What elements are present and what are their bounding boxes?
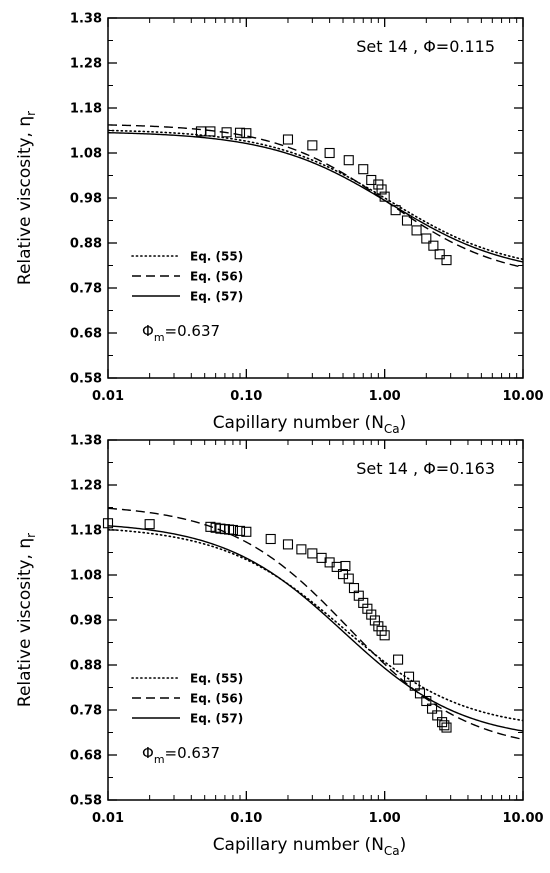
y-tick-label: 0.98 [70, 192, 102, 207]
data-point [358, 164, 369, 175]
y-tick-label: 1.18 [70, 102, 102, 117]
y-axis-label: Relative viscosity, ηr [15, 533, 38, 707]
y-axis-label: Relative viscosity, ηr [15, 111, 38, 285]
y-tick-label: 0.58 [70, 372, 102, 387]
data-point [401, 215, 413, 226]
y-tick-label: 0.98 [70, 614, 102, 629]
y-tick-label: 0.68 [70, 327, 102, 342]
y-tick-label: 0.78 [70, 282, 102, 297]
data-point [369, 615, 380, 626]
legend-label: Eq. (55) [190, 250, 243, 264]
y-tick-label: 0.78 [70, 704, 102, 719]
data-point [234, 525, 246, 536]
chart-panel-2: 0.01 0.10 1.00 10.00 0.58 0.68 0.78 0.88 0.98 1.0… [15, 434, 544, 859]
y-tick-label: 1.38 [70, 434, 102, 449]
data-point [282, 134, 294, 145]
data-point [144, 519, 155, 530]
y-tick-label: 0.58 [70, 794, 102, 809]
data-point [343, 155, 354, 166]
series-line-eq-55 [108, 129, 523, 261]
legend-label: Eq. (55) [190, 672, 243, 686]
data-point [411, 225, 422, 236]
y-tick-label: 1.28 [70, 479, 102, 494]
data-point [439, 720, 450, 731]
data-point [409, 680, 420, 691]
data-point [340, 560, 351, 572]
data-point [307, 140, 318, 151]
x-tick-label: 0.01 [92, 811, 124, 826]
data-point [366, 609, 377, 620]
x-axis-label: Capillary number (NCa) [213, 835, 407, 858]
plot-frame [107, 17, 524, 379]
data-point [441, 722, 452, 733]
y-tick-label: 1.08 [70, 569, 102, 584]
data-point [379, 191, 390, 202]
x-tick-label: 0.10 [230, 389, 262, 404]
data-point [227, 524, 238, 536]
data-point [426, 703, 438, 714]
data-point [362, 603, 373, 614]
data-point [390, 205, 401, 216]
data-point [414, 688, 426, 699]
y-tick-label: 1.18 [70, 524, 102, 539]
data-point [393, 654, 404, 665]
legend-label: Eq. (57) [190, 712, 243, 726]
y-tick-label: 1.08 [70, 147, 102, 162]
y-tick-label: 0.88 [70, 659, 102, 674]
series-line-eq-55 [108, 528, 523, 722]
x-tick-label: 1.00 [369, 811, 401, 826]
data-point [282, 539, 294, 550]
data-point [441, 255, 452, 266]
x-tick-label: 0.10 [230, 811, 262, 826]
data-point [434, 249, 445, 260]
x-tick-label: 1.00 [369, 389, 401, 404]
data-point [428, 240, 439, 251]
x-tick-label: 10.00 [502, 811, 543, 826]
series-line-eq-56 [108, 507, 523, 741]
data-point [379, 630, 390, 641]
data-point [241, 526, 252, 537]
x-axis-label: Capillary number (NCa) [213, 413, 407, 436]
plot-frame [107, 439, 524, 801]
data-point [205, 521, 216, 532]
data-point [376, 184, 387, 195]
data-point [265, 533, 276, 545]
series-line-eq-57 [108, 132, 523, 263]
series-line-eq-57 [108, 525, 523, 732]
data-point [221, 127, 232, 138]
set-annotation: Set 14 , Φ=0.115 [356, 37, 495, 56]
data-point [421, 695, 432, 707]
data-point [241, 128, 252, 139]
data-point [343, 573, 354, 584]
data-point [421, 233, 432, 244]
data-point [403, 671, 415, 682]
y-tick-label: 0.88 [70, 237, 102, 252]
chart-panel-1: 0.01 0.10 1.00 10.00 0.58 0.68 0.78 0.88 0.98 1.0… [15, 12, 544, 437]
x-tick-label: 0.01 [92, 389, 124, 404]
legend-label: Eq. (56) [190, 270, 243, 284]
data-point [307, 548, 318, 559]
series-line-eq-56 [108, 124, 523, 269]
phi-m-label: Φm=0.637 [142, 322, 220, 344]
data-point [205, 126, 216, 137]
data-point [234, 127, 246, 138]
set-annotation: Set 14 , Φ=0.163 [356, 459, 495, 478]
y-tick-label: 1.28 [70, 57, 102, 72]
data-point [324, 147, 335, 159]
legend-label: Eq. (56) [190, 692, 243, 706]
legend-label: Eq. (57) [190, 290, 243, 304]
x-tick-label: 10.00 [502, 389, 543, 404]
y-tick-label: 1.38 [70, 12, 102, 27]
y-tick-label: 0.68 [70, 749, 102, 764]
data-point [296, 544, 307, 555]
phi-m-label: Φm=0.637 [142, 744, 220, 766]
